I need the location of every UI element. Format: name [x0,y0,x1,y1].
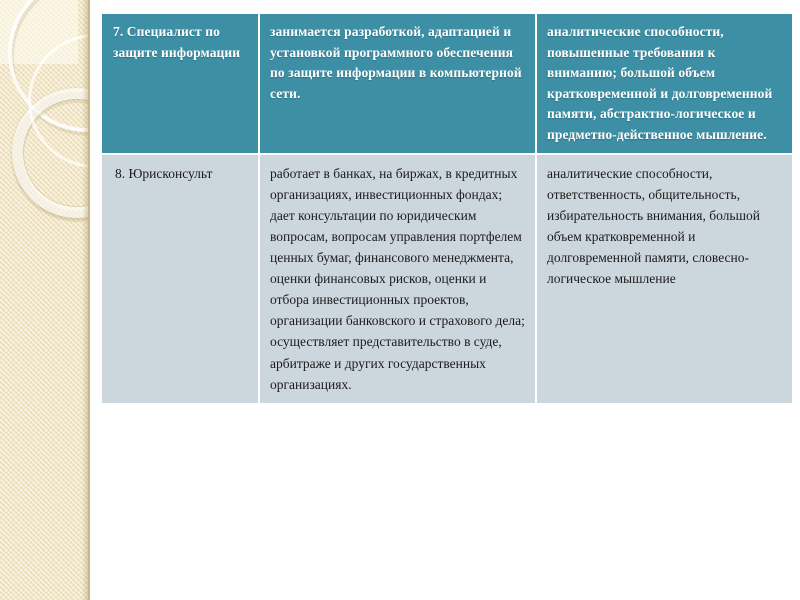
cell-description: работает в банках, на биржах, в кредитны… [260,155,535,403]
cell-profession: 8. Юрисконсульт [102,155,258,403]
qualities-text: аналитические способности, повышенные тр… [547,24,773,142]
sidebar-edge [88,0,90,600]
cell-description: занимается разработкой, адаптацией и уст… [260,14,535,154]
description-text: занимается разработкой, адаптацией и уст… [270,24,522,101]
decorative-sidebar [0,0,90,600]
profession-text: 7. Специалист по защите информации [113,24,241,60]
profession-text: 8. Юрисконсульт [115,166,213,182]
table-row: 8. Юрисконсульт работает в банках, на би… [102,155,792,403]
qualities-text: аналитические способности, ответственнос… [547,166,760,287]
description-text: работает в банках, на биржах, в кредитны… [270,166,525,392]
sidebar-shade [82,0,90,600]
cell-qualities: аналитические способности, ответственнос… [537,155,792,403]
table-row: 7. Специалист по защите информации заним… [102,14,792,154]
cell-profession: 7. Специалист по защите информации [102,14,258,154]
profession-table: 7. Специалист по защите информации заним… [100,12,794,405]
profession-table-wrapper: 7. Специалист по защите информации заним… [100,12,792,405]
cell-qualities: аналитические способности, повышенные тр… [537,14,792,154]
